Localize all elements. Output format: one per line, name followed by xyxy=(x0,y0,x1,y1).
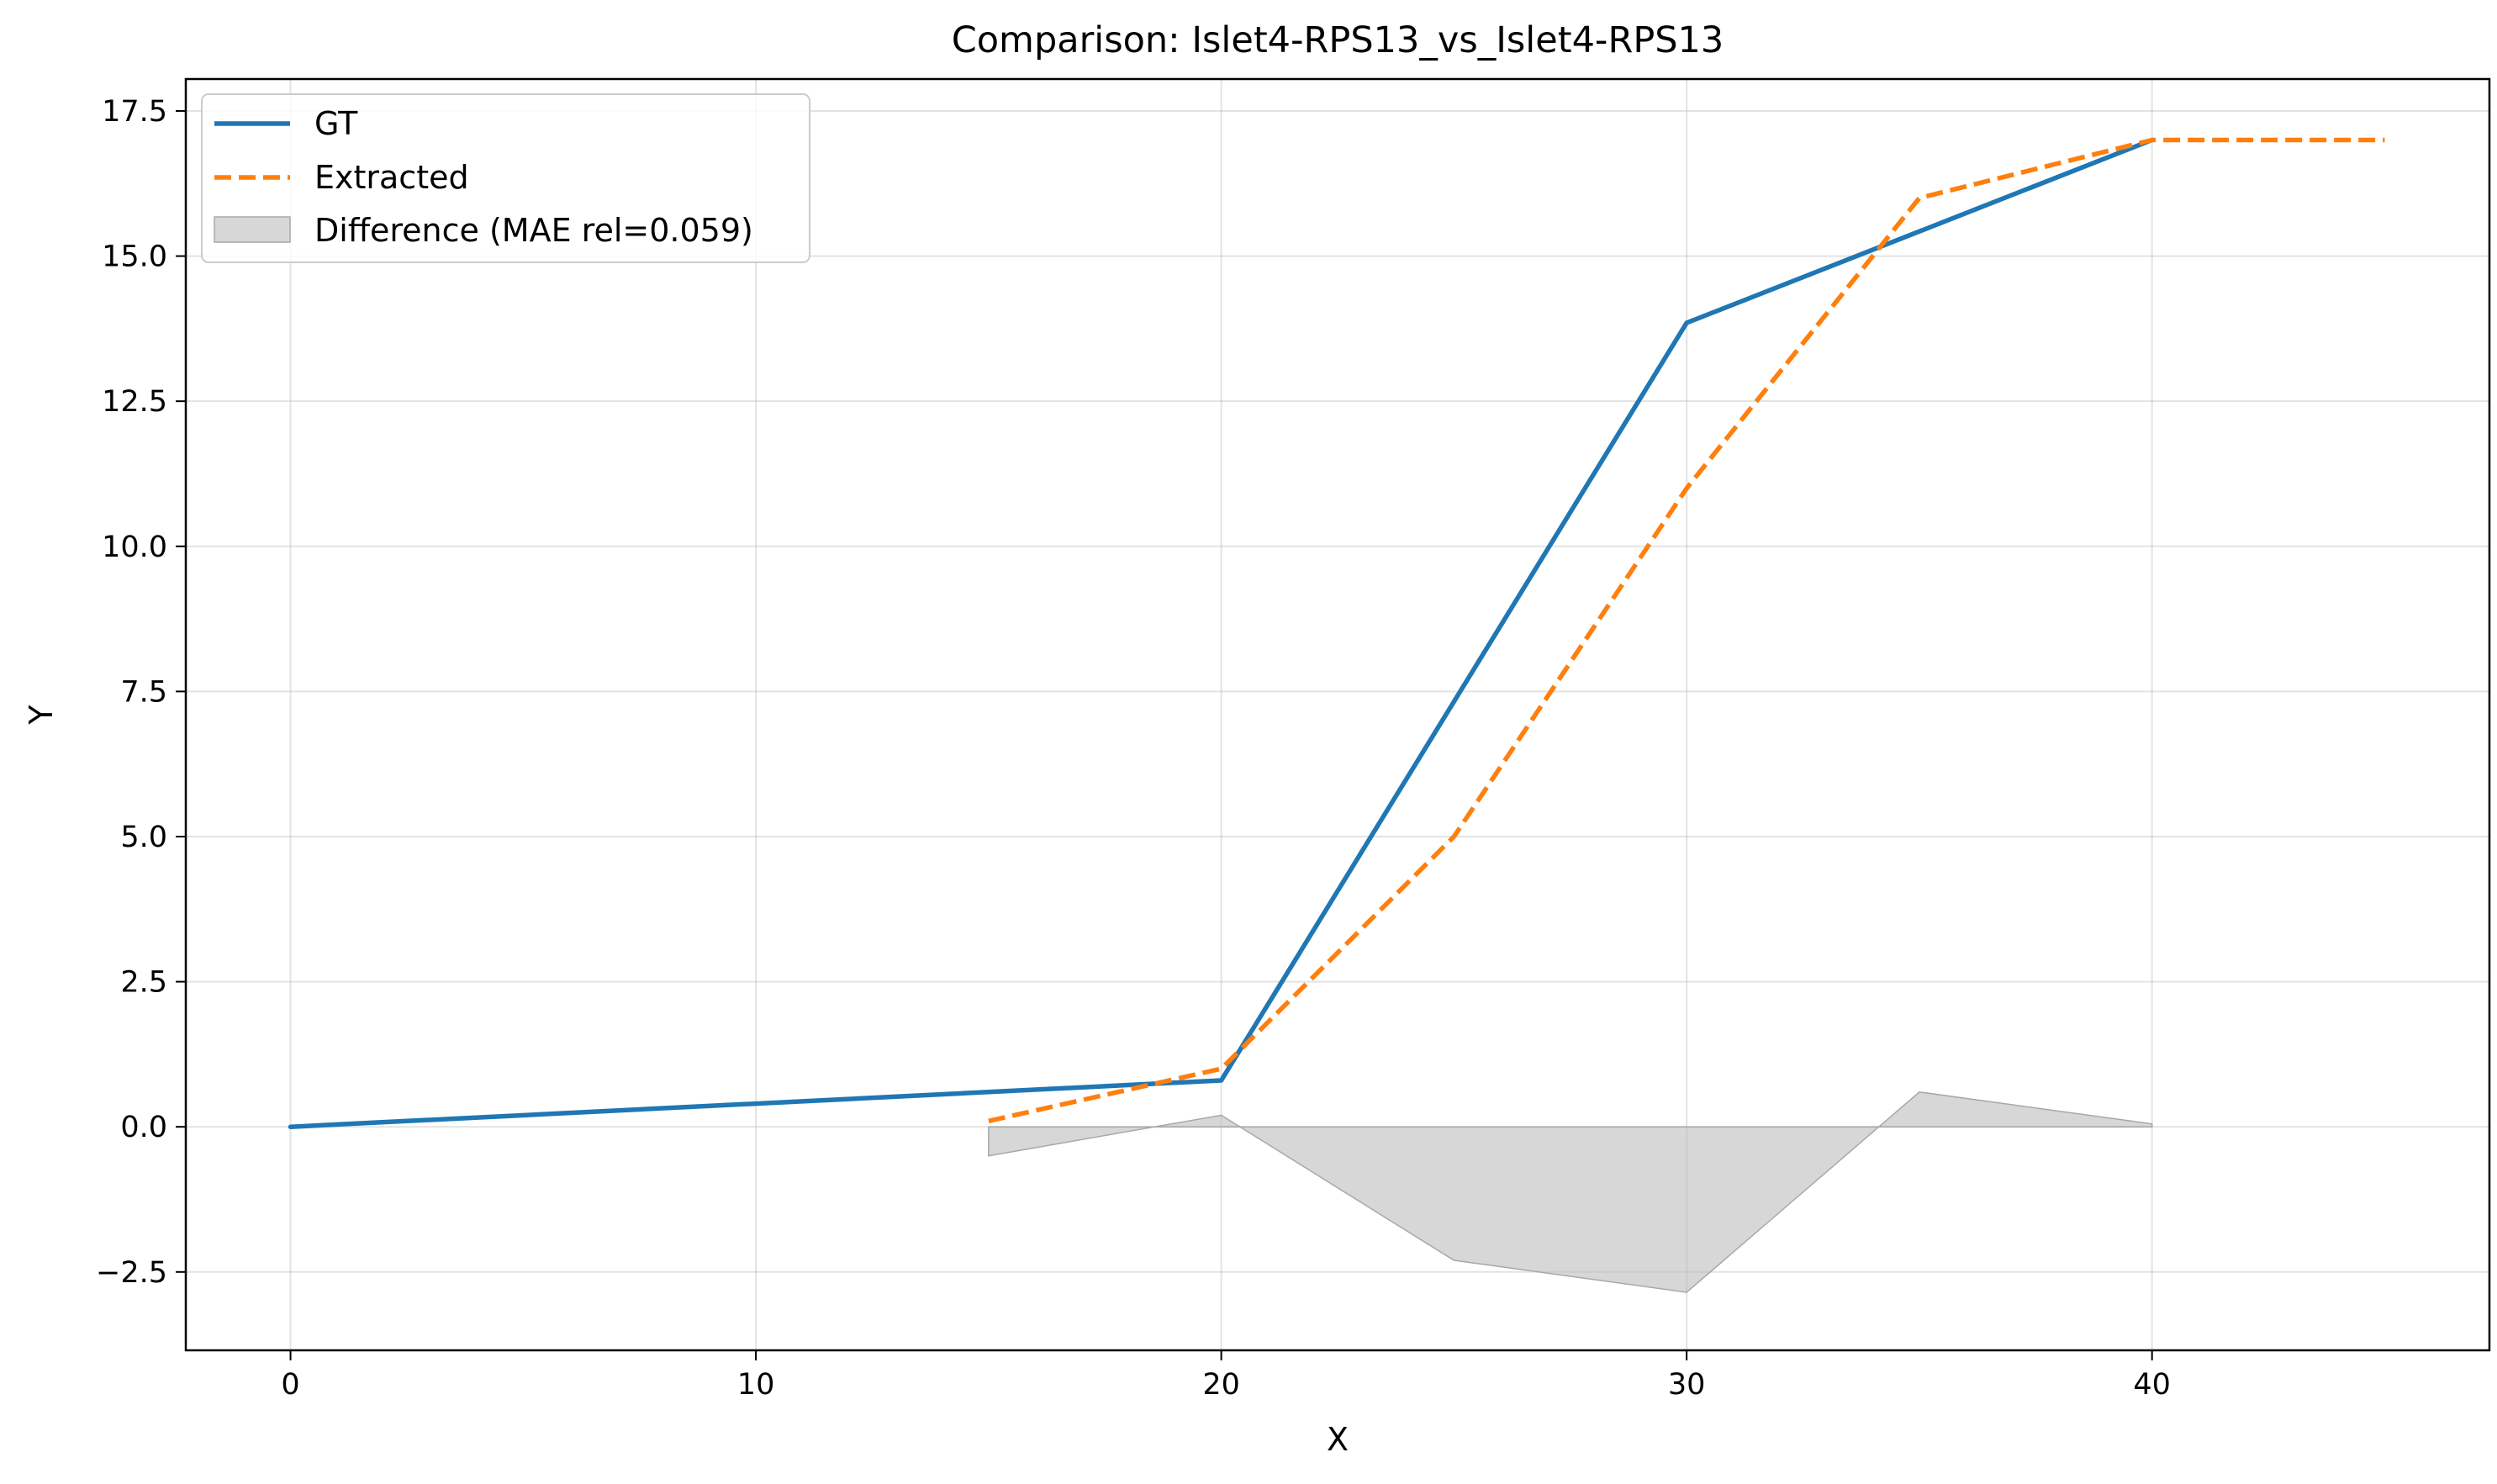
y-tick-label: 7.5 xyxy=(120,675,167,709)
legend-difference-swatch xyxy=(214,216,291,243)
y-axis-label: Y xyxy=(23,705,60,726)
legend-difference-label: Difference (MAE rel=0.059) xyxy=(314,212,753,249)
legend-gt-label: GT xyxy=(314,105,358,142)
y-tick-label: 12.5 xyxy=(102,385,167,419)
x-tick-label: 20 xyxy=(1202,1368,1240,1402)
axis-ticks: 0 10 20 30 40 −2.5 0.0 2.5 5.0 7.5 10.0 12.5 15.0 17.… xyxy=(96,95,2171,1402)
x-tick-label: 30 xyxy=(1668,1368,1706,1402)
legend: GT Extracted Difference (MAE rel=0.059) xyxy=(201,93,810,263)
x-tick-label: 40 xyxy=(2133,1368,2171,1402)
y-tick-label: 0.0 xyxy=(120,1111,167,1144)
difference-area xyxy=(988,1091,2153,1293)
x-tick-label: 0 xyxy=(281,1368,299,1402)
legend-box xyxy=(201,93,810,263)
series-lines xyxy=(288,137,2385,1129)
y-tick-label: 10.0 xyxy=(102,531,167,564)
y-tick-label: 2.5 xyxy=(120,966,167,1000)
x-axis-label: X xyxy=(1327,1421,1349,1458)
difference-fill xyxy=(988,1091,2153,1293)
series-line-gt xyxy=(288,137,2155,1129)
plot-frame xyxy=(184,77,2491,1352)
chart-title: Comparison: Islet4-RPS13_vs_Islet4-RPS13 xyxy=(952,19,1724,61)
x-tick-label: 10 xyxy=(737,1368,775,1402)
legend-extracted-label: Extracted xyxy=(314,159,469,196)
y-tick-label: 15.0 xyxy=(102,240,167,274)
y-tick-label: −2.5 xyxy=(96,1256,167,1290)
y-tick-label: 5.0 xyxy=(120,821,167,854)
series-line-extracted xyxy=(988,137,2385,1123)
y-tick-label: 17.5 xyxy=(102,95,167,129)
grid xyxy=(186,79,2489,1350)
